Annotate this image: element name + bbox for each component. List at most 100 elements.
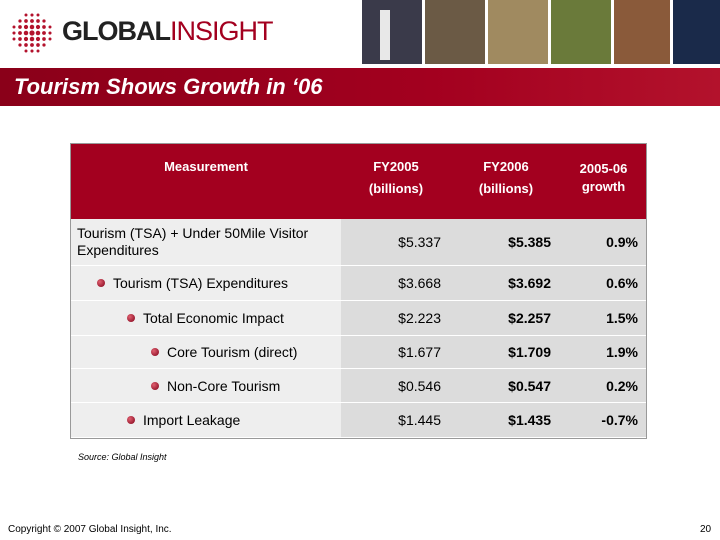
row-label: Import Leakage (143, 412, 241, 428)
logo-dot (23, 24, 29, 30)
header-text: (billions) (368, 181, 424, 196)
logo-dot (30, 49, 34, 53)
logo-dot (42, 31, 46, 35)
logo-dot (35, 24, 41, 30)
logo-dot (36, 13, 40, 17)
logo-dot (30, 13, 34, 17)
column-header: FY2006 (billions) (451, 156, 561, 200)
logo-dot (36, 49, 40, 53)
logo-dot (30, 43, 34, 47)
logo-dot (24, 19, 28, 23)
slide-title: Tourism Shows Growth in ‘06 (14, 74, 323, 99)
value-cell: $0.547 (451, 369, 561, 403)
header-text: (billions) (478, 181, 534, 196)
row-label-cell: Tourism (TSA) + Under 50Mile Visitor Exp… (71, 219, 341, 266)
cell-value: $0.546 (398, 377, 441, 394)
logo-dot (48, 25, 52, 29)
cell-value: -0.7% (601, 412, 638, 428)
logo-dot (48, 37, 52, 41)
row-label: Non-Core Tourism (167, 377, 281, 394)
logo-dot (18, 43, 22, 47)
cell-value: 1.5% (606, 310, 638, 326)
header-text: FY2006 (483, 159, 529, 174)
cell-value: 0.2% (606, 377, 638, 394)
row-label: Core Tourism (direct) (167, 344, 298, 360)
cell-value: $5.385 (508, 234, 551, 250)
cell-value: 1.9% (606, 344, 638, 360)
logo-dot (42, 25, 46, 29)
bullet (127, 314, 135, 322)
logo-dot (42, 19, 46, 23)
bullet (151, 348, 159, 356)
header-text: Measurement (164, 159, 248, 174)
cell-value: 0.9% (606, 234, 638, 250)
bullet (97, 279, 105, 287)
bullet (151, 381, 159, 390)
logo-dot (12, 37, 16, 41)
value-cell: $3.692 (451, 266, 561, 301)
cell-value: $3.668 (398, 275, 441, 291)
logo-dot (18, 25, 22, 29)
logo-dot (23, 36, 29, 42)
row-label-cell: Import Leakage (71, 403, 341, 438)
logo-dot (35, 30, 41, 36)
cell-value: $1.435 (508, 412, 551, 428)
title-bar (0, 68, 720, 106)
logo-dot (12, 31, 16, 35)
cell-value: $1.445 (398, 412, 441, 428)
value-cell: $5.385 (451, 219, 561, 266)
logo-dot (18, 37, 22, 41)
column-header: FY2005 (billions) (341, 156, 451, 200)
value-cell: 1.9% (561, 336, 646, 369)
logo-dot (35, 36, 41, 42)
value-cell: $5.337 (341, 219, 451, 266)
value-cell: -0.7% (561, 403, 646, 438)
column-header: Measurement (71, 156, 341, 178)
value-cell: $1.435 (451, 403, 561, 438)
header-text: growth (581, 179, 626, 194)
row-label-cell: Tourism (TSA) Expenditures (71, 266, 341, 301)
logo-dot (48, 31, 52, 35)
value-cell: $3.668 (341, 266, 451, 301)
value-cell: $1.445 (341, 403, 451, 438)
logo-dot (23, 30, 29, 36)
logo-dot (36, 19, 40, 23)
value-cell: $2.257 (451, 301, 561, 336)
page-number: 20 (700, 524, 712, 535)
row-label: Total Economic Impact (143, 310, 284, 326)
logo-dot (42, 43, 46, 47)
cell-value: $5.337 (398, 234, 441, 250)
row-label: Tourism (TSA) + Under 50Mile Visitor Exp… (77, 225, 309, 258)
logo-dot (18, 19, 22, 23)
row-label-cell: Total Economic Impact (71, 301, 341, 336)
cell-value: 0.6% (606, 275, 638, 291)
row-label-cell: Core Tourism (direct) (71, 336, 341, 369)
value-cell: $1.709 (451, 336, 561, 369)
row-label-cell: Non-Core Tourism (71, 369, 341, 403)
value-cell: 0.6% (561, 266, 646, 301)
value-cell: 1.5% (561, 301, 646, 336)
value-cell: $0.546 (341, 369, 451, 403)
logo-dot (29, 24, 35, 30)
logo-dot (29, 30, 35, 36)
copyright: Copyright © 2007 Global Insight, Inc. (8, 524, 172, 535)
logo-dot (12, 25, 16, 29)
cell-value: $2.257 (508, 310, 551, 326)
cell-value: $1.709 (508, 344, 551, 360)
value-cell: 0.2% (561, 369, 646, 403)
column-header: 2005-06 growth (561, 160, 646, 196)
value-cell: $1.677 (341, 336, 451, 369)
logo: GLOBALINSIGHT (62, 16, 274, 46)
logo-dot (42, 37, 46, 41)
logo-dot (30, 19, 34, 23)
bullet (127, 416, 135, 424)
source-note: Source: Global Insight (78, 452, 167, 462)
logo-dot (36, 43, 40, 47)
value-cell: $2.223 (341, 301, 451, 336)
row-label: Tourism (TSA) Expenditures (113, 275, 289, 291)
header-text: FY2005 (373, 159, 419, 174)
logo-dot (18, 31, 22, 35)
logo-dot (24, 49, 28, 53)
header-text: 2005-06 (579, 161, 628, 176)
cell-value: $3.692 (508, 275, 551, 291)
